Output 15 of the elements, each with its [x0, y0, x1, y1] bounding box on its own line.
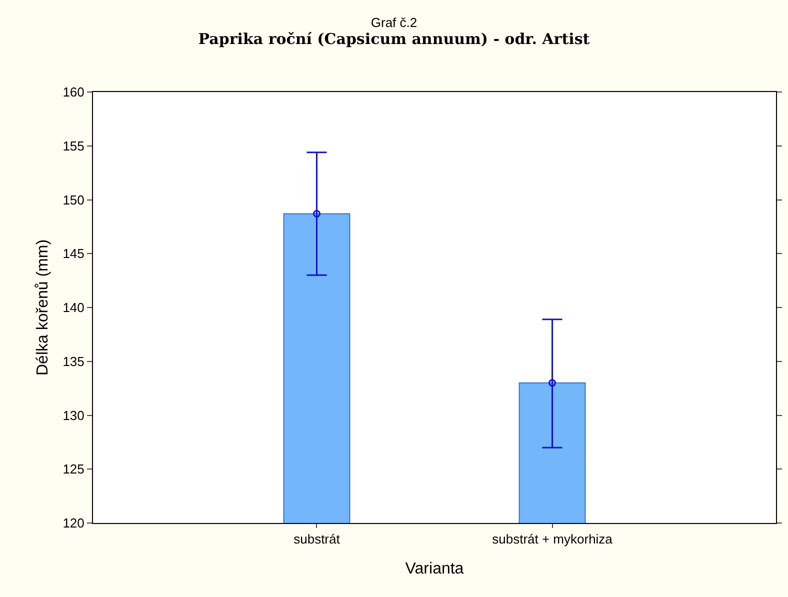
y-tick-label: 130	[62, 408, 84, 423]
y-tick-label: 160	[62, 84, 84, 100]
x-axis-title: Varianta	[405, 560, 464, 578]
y-tick-label: 125	[62, 462, 84, 477]
x-tick-label: substrát + mykorhiza	[492, 532, 614, 547]
y-tick-label: 145	[62, 246, 84, 262]
y-tick-label: 155	[62, 138, 84, 154]
chart-title: Graf č.2	[370, 14, 418, 30]
x-tick-label: substrát	[294, 532, 340, 547]
y-tick-label: 150	[62, 192, 84, 208]
y-tick-label: 120	[62, 516, 84, 531]
y-axis-title: Délka kořenů (mm)	[34, 239, 52, 376]
y-tick-label: 140	[62, 300, 84, 316]
y-tick-label: 135	[62, 354, 84, 369]
chart-subtitle: Paprika roční (Capsicum annuum) - odr. Artist	[198, 30, 590, 48]
